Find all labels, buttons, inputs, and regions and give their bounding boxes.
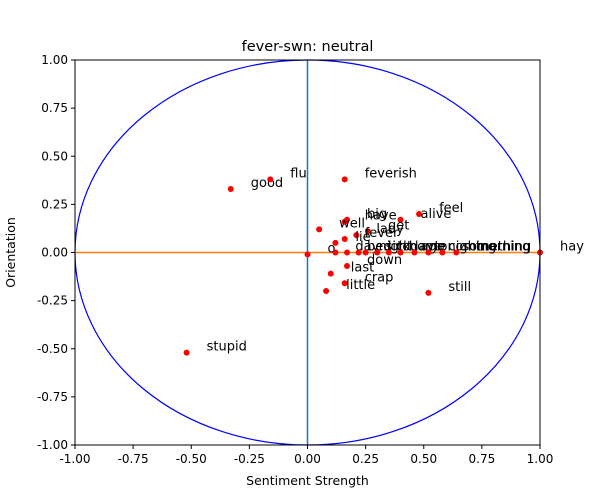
data-point [374, 249, 381, 256]
x-tick-label: -1.00 [59, 452, 90, 466]
data-point [355, 249, 362, 256]
point-label: o [328, 241, 336, 256]
data-point [353, 232, 360, 239]
x-tick-label: -0.50 [176, 452, 207, 466]
point-label: alive [421, 207, 452, 222]
y-tick-label: -0.50 [37, 342, 68, 356]
point-label: sick [386, 240, 412, 255]
point-label: stupid [207, 340, 247, 355]
y-tick-label: 0.50 [41, 149, 68, 163]
point-label: home [409, 240, 446, 255]
y-axis-label: Orientation [3, 217, 18, 288]
y-tick-label: -1.00 [37, 438, 68, 452]
point-label: fever [365, 226, 399, 241]
point-label: feverish [365, 166, 417, 181]
point-label: still [448, 280, 471, 295]
data-point [327, 270, 334, 277]
data-point [439, 249, 446, 256]
point-label: lie [355, 230, 370, 245]
y-tick-label: -0.25 [37, 294, 68, 308]
data-point [267, 176, 274, 183]
data-point [341, 218, 348, 225]
x-tick-label: -0.25 [234, 452, 265, 466]
y-tick-label: 0.75 [41, 101, 68, 115]
point-label: day [355, 240, 379, 255]
x-tick-label: 1.00 [527, 452, 554, 466]
y-axis: 1.00 0.75 0.50 0.25 0.00 -0.25 -0.50 -0.75 -1.00 [37, 53, 75, 452]
point-label: crap [365, 270, 394, 285]
data-point [323, 288, 330, 294]
data-point [453, 249, 460, 256]
data-point [344, 262, 351, 269]
data-point [364, 228, 371, 235]
x-tick-label: 0.75 [469, 452, 496, 466]
x-tick-label: 0.25 [352, 452, 379, 466]
data-point [183, 349, 190, 356]
data-point [341, 176, 348, 183]
x-tick-label: 0.50 [410, 452, 437, 466]
point-label: coming [448, 240, 496, 255]
point-label: little [346, 278, 375, 293]
data-point [344, 249, 351, 256]
point-label: flu [290, 166, 306, 181]
data-point [341, 236, 348, 243]
point-label: morning [476, 240, 530, 255]
chart-title: fever-swn: neutral [242, 39, 374, 55]
point-label: good [251, 176, 283, 191]
point-label: big [367, 207, 387, 222]
data-point [227, 185, 234, 192]
x-tick-label: 0.00 [294, 452, 321, 466]
y-tick-label: -0.75 [37, 390, 68, 404]
data-point [397, 216, 404, 223]
point-label: down [367, 253, 402, 268]
data-point [411, 249, 418, 256]
data-point [385, 249, 392, 256]
x-axis: -1.00 -0.75 -0.50 -0.25 0.00 0.25 0.50 0.75 1.00 [59, 445, 553, 466]
data-point [362, 249, 369, 256]
point-label: bed [367, 240, 392, 255]
y-tick-label: 1.00 [41, 53, 68, 67]
data-point [416, 211, 423, 217]
data-point [316, 226, 323, 233]
data-point [425, 289, 432, 296]
x-axis-label: Sentiment Strength [246, 473, 369, 488]
point-label: hay [560, 240, 584, 255]
data-point [341, 280, 348, 287]
data-point [425, 249, 432, 256]
x-tick-label: -0.75 [118, 452, 149, 466]
y-tick-label: 0.00 [41, 246, 68, 260]
point-label: get [388, 218, 409, 233]
data-point [332, 249, 339, 256]
point-label: last [351, 261, 374, 276]
point-label: tonight [434, 240, 481, 255]
data-point [397, 249, 404, 256]
data-point [304, 251, 311, 258]
point-label: today [397, 240, 434, 255]
point-label: well [339, 216, 365, 231]
point-label: have [365, 209, 397, 224]
point-label: something [462, 240, 531, 255]
point-label: lady [376, 222, 404, 237]
point-label: feel [439, 201, 463, 216]
data-point [332, 239, 339, 246]
y-tick-label: 0.25 [41, 197, 68, 211]
